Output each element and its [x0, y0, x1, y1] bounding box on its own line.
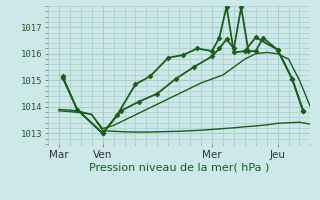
- X-axis label: Pression niveau de la mer( hPa ): Pression niveau de la mer( hPa ): [89, 162, 269, 172]
